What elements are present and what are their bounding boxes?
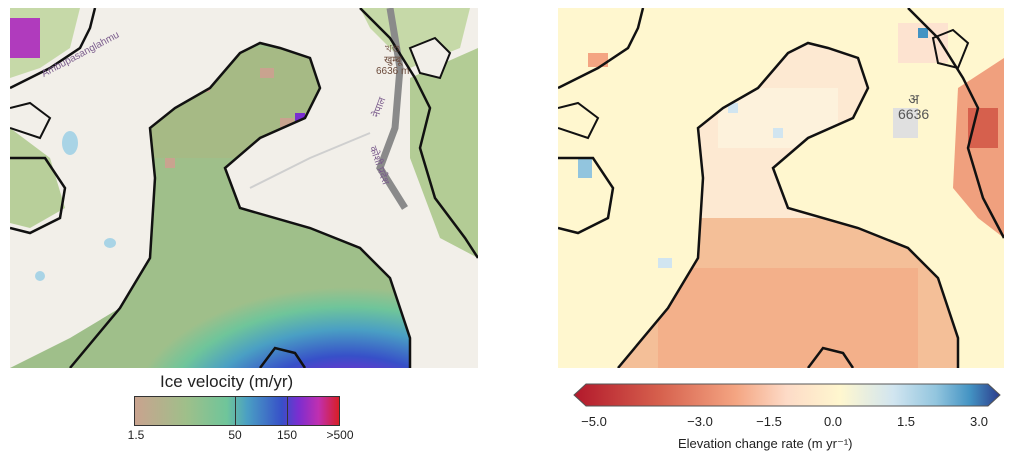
elevation-change-colorbar-title: Elevation change rate (m yr⁻¹)	[678, 436, 853, 451]
velocity-tick-0: 1.5	[127, 428, 145, 442]
peak-label-line1: খণ্ড	[385, 44, 401, 55]
peak-label-right-line2: 6636	[898, 106, 930, 122]
elevation-change-map-graphic	[558, 8, 1004, 368]
velocity-tick-2: 150	[276, 428, 298, 442]
ice-velocity-colorbar	[134, 396, 340, 426]
elevation-tick-4: 1.5	[896, 414, 916, 429]
elevation-tick-3: 0.0	[823, 414, 843, 429]
peak-label-line2: खुम्बू	[384, 55, 402, 66]
elevation-tick-2: −1.5	[756, 414, 782, 429]
ice-velocity-map-graphic	[10, 8, 478, 368]
elevation-tick-0: −5.0	[581, 414, 607, 429]
peak-label: খণ্ড खुम्बू 6636 m	[376, 44, 409, 77]
velocity-tick-1: 50	[228, 428, 242, 442]
elevation-tick-1: −3.0	[687, 414, 713, 429]
elevation-change-colorbar	[573, 383, 1001, 407]
elevation-change-map: अ 6636	[558, 8, 1004, 368]
velocity-tick-3: >500	[326, 428, 354, 442]
peak-label-right-line1: अ	[908, 91, 919, 107]
peak-label-line3: 6636 m	[376, 66, 410, 77]
ice-velocity-map: Ambupasanglahmu नेपाल कोशी प्रदेश খণ্ড ख…	[10, 8, 478, 368]
ice-velocity-colorbar-title: Ice velocity (m/yr)	[160, 372, 294, 391]
elevation-tick-5: 3.0	[969, 414, 989, 429]
peak-label-right: अ 6636	[898, 92, 929, 122]
